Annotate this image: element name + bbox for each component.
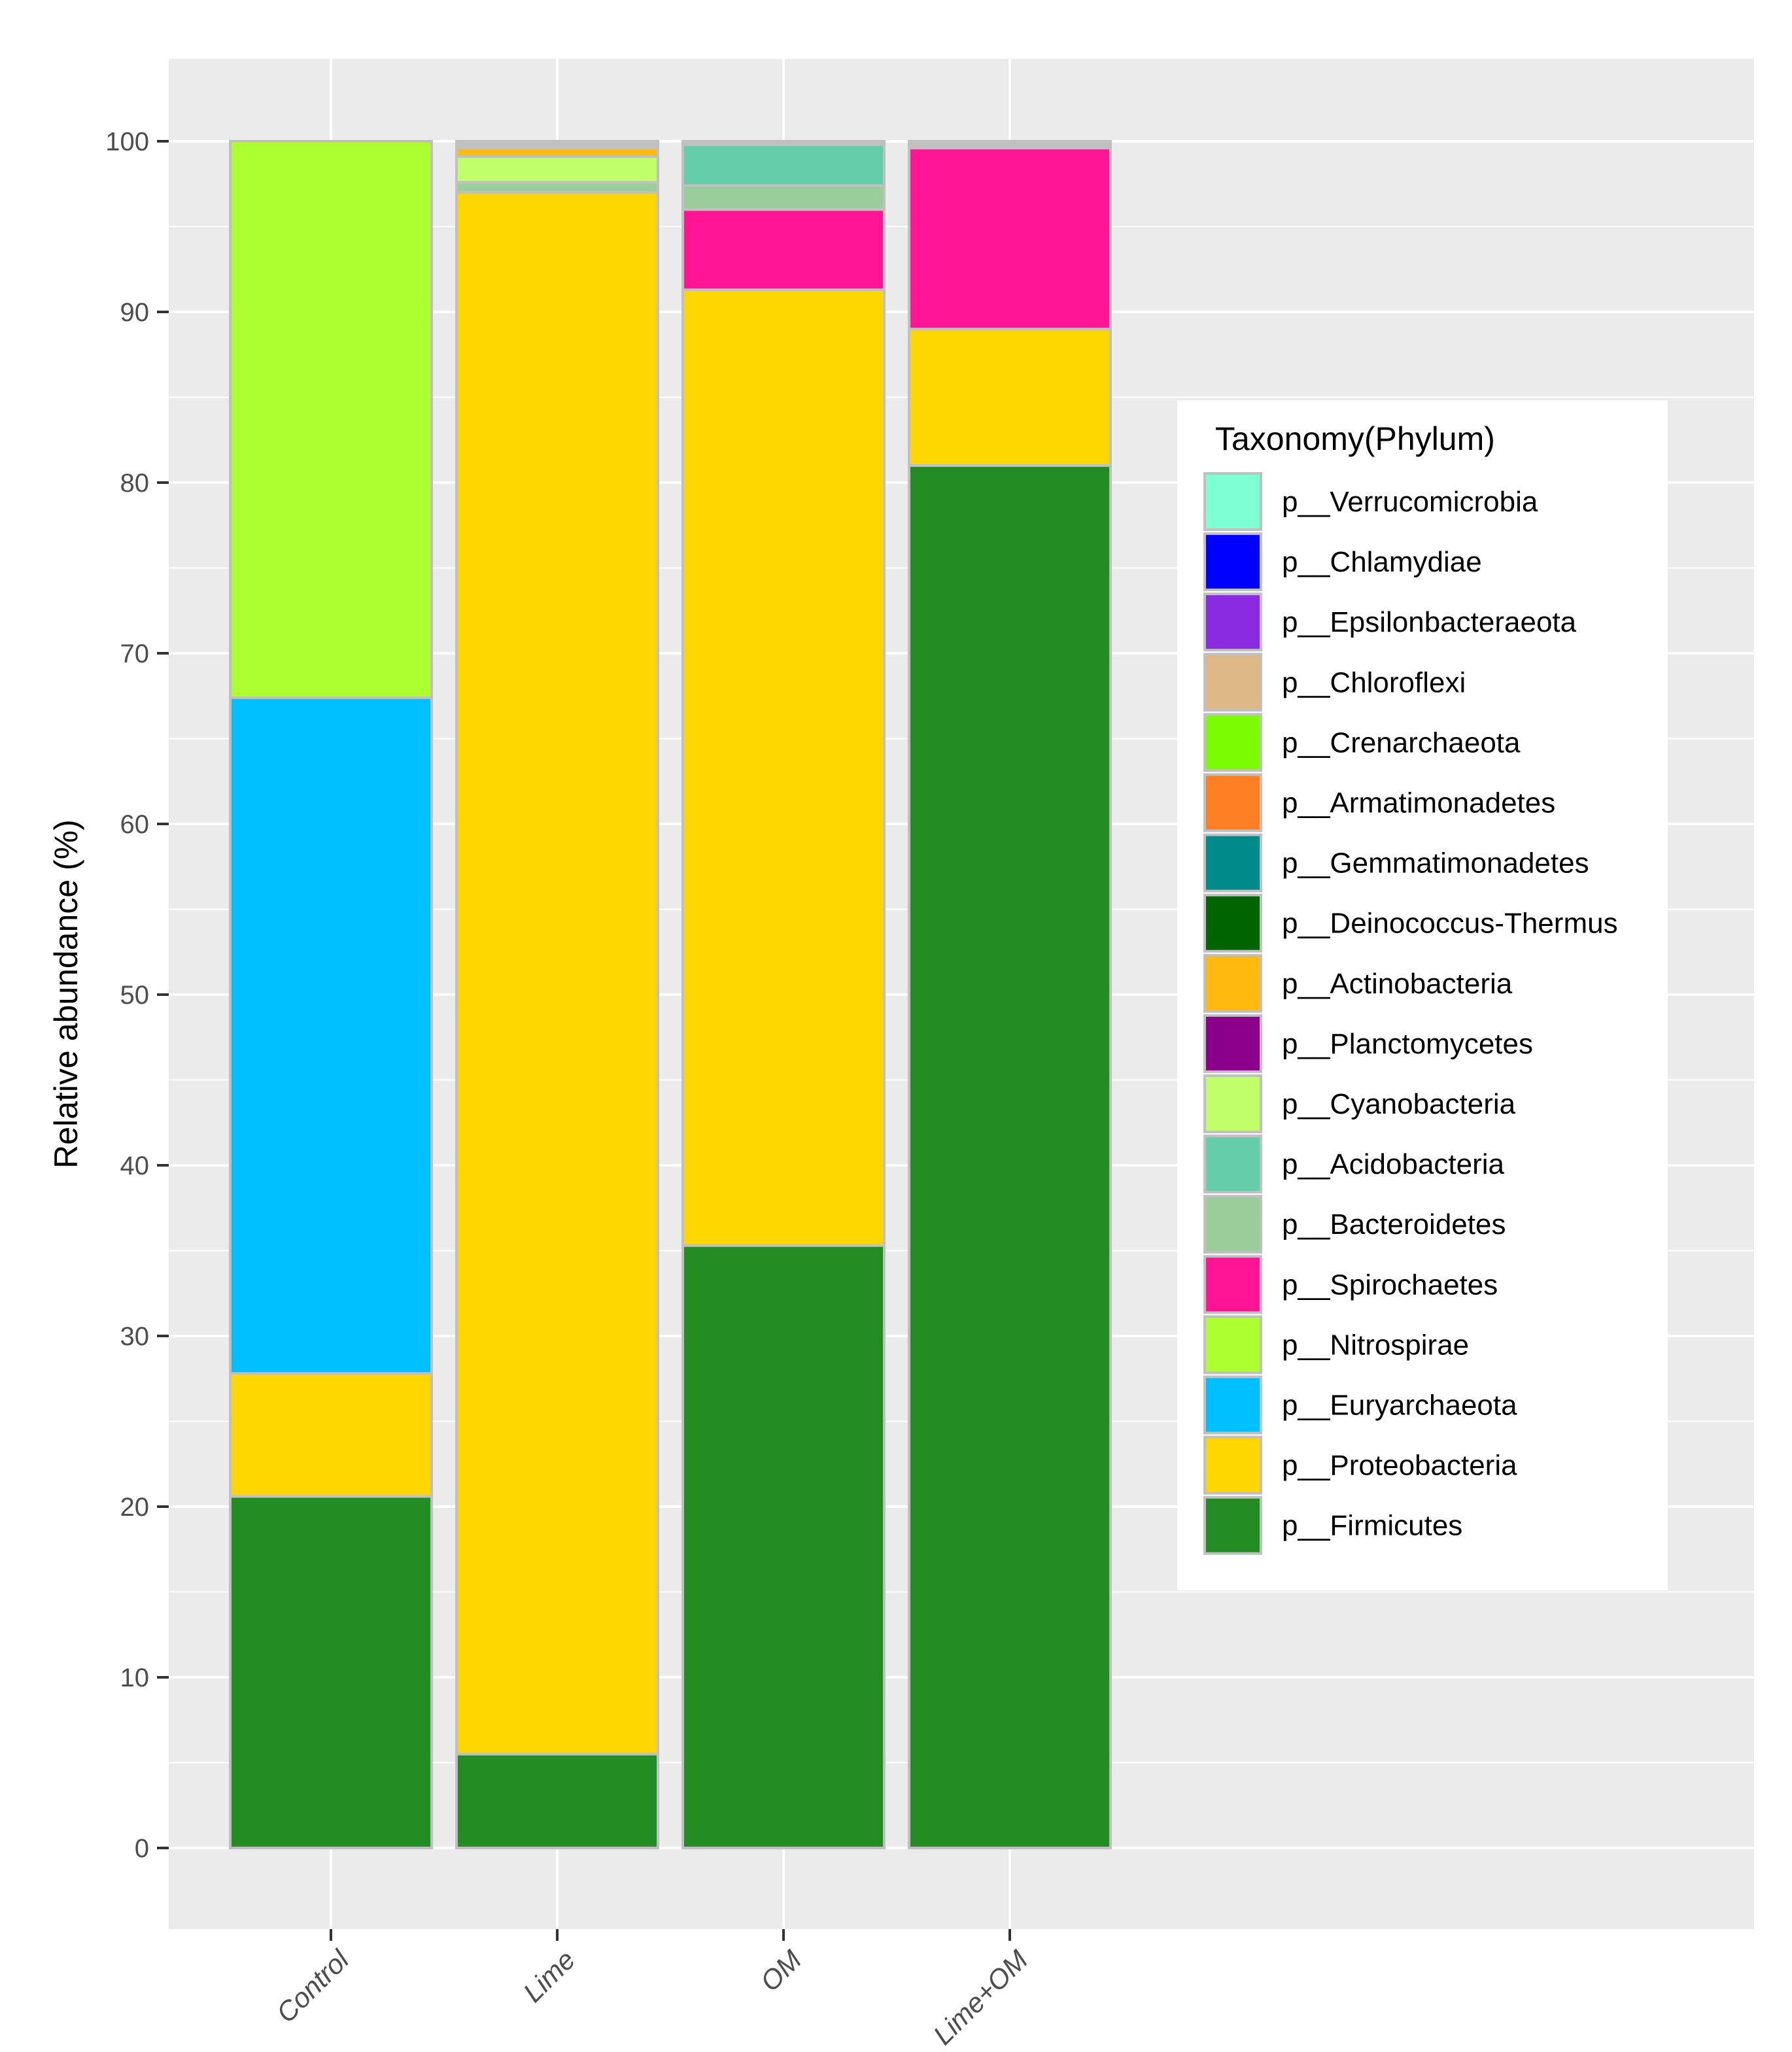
legend-key	[1203, 653, 1262, 712]
legend-key	[1203, 1375, 1262, 1435]
bar-segment	[229, 696, 433, 1375]
y-tick-label: 60	[120, 810, 150, 839]
bar-segment	[229, 1372, 433, 1498]
y-tick-label: 30	[120, 1322, 150, 1351]
legend-key	[1203, 1435, 1262, 1495]
y-axis-title: Relative abundance (%)	[48, 819, 84, 1169]
legend-key	[1203, 1496, 1262, 1555]
legend-label: p__Bacteroidetes	[1282, 1208, 1506, 1240]
legend-label: p__Epsilonbacteraeota	[1282, 606, 1577, 638]
x-tick-label: Lime+OM	[927, 1944, 1034, 2049]
legend-key	[1203, 1195, 1262, 1254]
legend-key	[1203, 833, 1262, 893]
bar-segment	[908, 464, 1112, 1850]
bar-segment	[908, 328, 1112, 467]
legend-label: p__Verrucomicrobia	[1282, 486, 1538, 518]
bar-segment	[681, 208, 886, 292]
legend-label: p__Firmicutes	[1282, 1510, 1462, 1542]
legend-key	[1203, 773, 1262, 832]
legend-label: p__Proteobacteria	[1282, 1450, 1517, 1482]
legend-label: p__Planctomycetes	[1282, 1028, 1533, 1060]
x-tick-label: Lime	[517, 1944, 581, 2008]
legend-items: p__Verrucomicrobia p__Chlamydiae p__Epsilo…	[1203, 472, 1618, 1555]
legend-key	[1203, 1315, 1262, 1375]
y-axis: 0 10 20 30 40 50 60 70 80 90 100	[105, 128, 169, 1863]
x-tick-label: Control	[270, 1943, 355, 2028]
x-axis: Control Lime OM Lime+OM	[270, 1929, 1034, 2051]
legend-label: p__Nitrospirae	[1282, 1329, 1469, 1361]
y-tick-label: 0	[135, 1834, 149, 1863]
bar-segment	[229, 140, 433, 699]
legend-label: p__Cyanobacteria	[1282, 1088, 1516, 1120]
legend-key	[1203, 1135, 1262, 1194]
legend-key	[1203, 713, 1262, 772]
legend-key	[1203, 1014, 1262, 1073]
legend-label: p__Acidobacteria	[1282, 1148, 1505, 1180]
legend-title: Taxonomy(Phylum)	[1215, 420, 1495, 457]
legend-label: p__Deinococcus-Thermus	[1282, 908, 1618, 940]
legend-key	[1203, 592, 1262, 652]
y-tick-label: 40	[120, 1152, 150, 1180]
bar-segment	[455, 1753, 659, 1849]
legend-label: p__Euryarchaeota	[1282, 1390, 1517, 1422]
legend-label: p__Chlamydiae	[1282, 546, 1482, 578]
y-tick-label: 10	[120, 1664, 150, 1692]
legend-key	[1203, 1074, 1262, 1133]
bar-segment	[681, 1244, 886, 1850]
legend-label: p__Armatimonadetes	[1282, 787, 1555, 819]
legend-key	[1203, 1255, 1262, 1314]
y-tick-label: 90	[120, 298, 150, 327]
bar-segment	[455, 146, 659, 158]
bar-segment	[681, 143, 886, 187]
legend: Taxonomy(Phylum) p__Verrucomicrobia p__Ch…	[1177, 400, 1668, 1590]
bar-segment	[681, 288, 886, 1247]
bar-segment	[455, 180, 659, 194]
legend-label: p__Gemmatimonadetes	[1282, 847, 1589, 880]
y-tick-label: 80	[120, 469, 150, 498]
y-tick-label: 20	[120, 1493, 150, 1522]
x-tick-label: OM	[754, 1944, 807, 1997]
bar-segment	[455, 155, 659, 184]
y-tick-label: 50	[120, 981, 150, 1010]
legend-key	[1203, 893, 1262, 953]
bar-segment	[681, 184, 886, 211]
legend-label: p__Actinobacteria	[1282, 968, 1513, 1000]
y-tick-label: 100	[105, 128, 149, 156]
bar-segment	[455, 191, 659, 1756]
legend-label: p__Spirochaetes	[1282, 1269, 1498, 1301]
legend-key	[1203, 472, 1262, 531]
legend-label: p__Crenarchaeota	[1282, 727, 1521, 759]
bar-segment	[908, 146, 1112, 331]
bars	[229, 140, 1112, 1850]
legend-key	[1203, 953, 1262, 1013]
y-tick-label: 70	[120, 640, 150, 668]
legend-key	[1203, 532, 1262, 592]
legend-label: p__Chloroflexi	[1282, 666, 1466, 698]
bar-segment	[229, 1495, 433, 1850]
